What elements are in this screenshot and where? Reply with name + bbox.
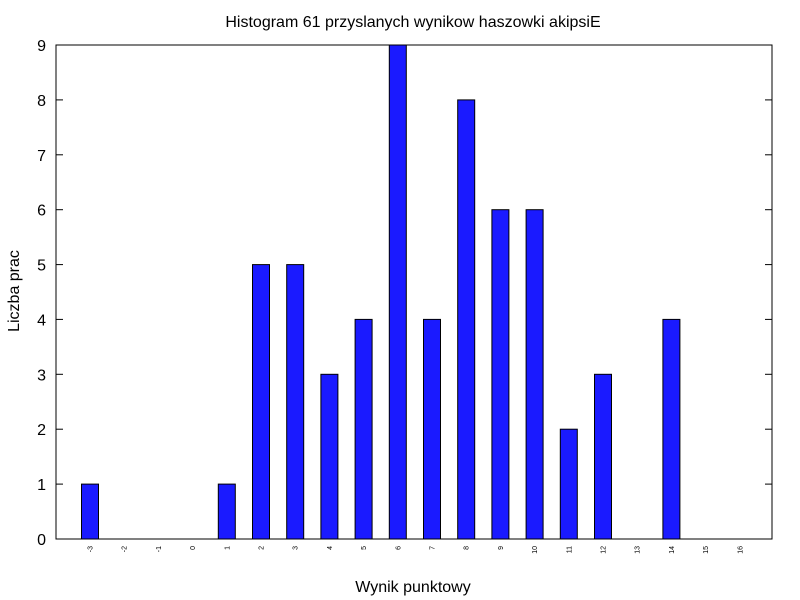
- bar-1: [217, 483, 236, 540]
- x-tick-label: 0: [190, 546, 197, 550]
- x-tick-label: 7: [430, 546, 437, 550]
- y-tick-label: 5: [37, 258, 46, 275]
- x-tick-label: 4: [327, 546, 334, 550]
- x-tick-label: -1: [156, 546, 163, 552]
- x-axis-label: Wynik punktowy: [355, 579, 470, 596]
- x-tick-label: 1: [224, 546, 231, 550]
- y-axis-label: Liczba prac: [6, 250, 23, 332]
- bar-4: [320, 373, 339, 540]
- bar-14: [662, 318, 681, 540]
- bar-6: [388, 44, 407, 540]
- plot-frame: [55, 44, 773, 540]
- x-tick-label: 8: [464, 546, 471, 550]
- x-tick-label: 16: [737, 546, 744, 554]
- bar-11: [559, 428, 578, 540]
- bar-8: [457, 99, 476, 540]
- x-tick-label: -2: [122, 546, 129, 552]
- bar-7: [423, 318, 441, 540]
- x-tick-label: 14: [669, 546, 676, 554]
- bar-3: [286, 264, 305, 540]
- y-tick-label: 8: [37, 93, 46, 110]
- x-tick-label: 2: [259, 546, 266, 550]
- bar-9: [491, 209, 510, 540]
- y-tick-label: 3: [37, 367, 46, 384]
- y-tick-label: 2: [37, 422, 46, 439]
- y-tick-label: 1: [37, 477, 46, 494]
- bar-2: [252, 264, 270, 540]
- y-axis-ticks: 0 1 2 3 4 5 6 7 8 9: [37, 38, 772, 549]
- y-tick-label: 6: [37, 203, 46, 220]
- y-tick-label: 4: [37, 312, 46, 329]
- bar--3: [81, 483, 99, 540]
- x-tick-label: 3: [293, 546, 300, 550]
- y-tick-label: 9: [37, 38, 46, 55]
- bar-10: [525, 209, 544, 540]
- x-tick-label: 11: [566, 546, 573, 553]
- bars-group: [81, 44, 681, 540]
- x-axis-ticks: -3 -2 -1 0 1 2 3 4 5 6 7 8 9 10 11 12 13 14 15 16: [88, 546, 745, 554]
- chart-title: Histogram 61 przyslanych wynikow haszowk…: [225, 14, 600, 31]
- y-tick-label: 7: [37, 148, 46, 165]
- x-tick-label: 9: [498, 546, 505, 550]
- bar-5: [354, 318, 373, 540]
- x-tick-label: 15: [703, 546, 710, 554]
- x-tick-label: 12: [601, 546, 608, 554]
- x-tick-label: 6: [395, 546, 402, 550]
- x-tick-label: 10: [532, 546, 539, 554]
- y-tick-label: 0: [37, 532, 46, 549]
- x-tick-label: 5: [361, 546, 368, 550]
- x-tick-label: 13: [635, 546, 642, 554]
- x-tick-label: -3: [88, 546, 95, 552]
- bar-12: [594, 373, 612, 540]
